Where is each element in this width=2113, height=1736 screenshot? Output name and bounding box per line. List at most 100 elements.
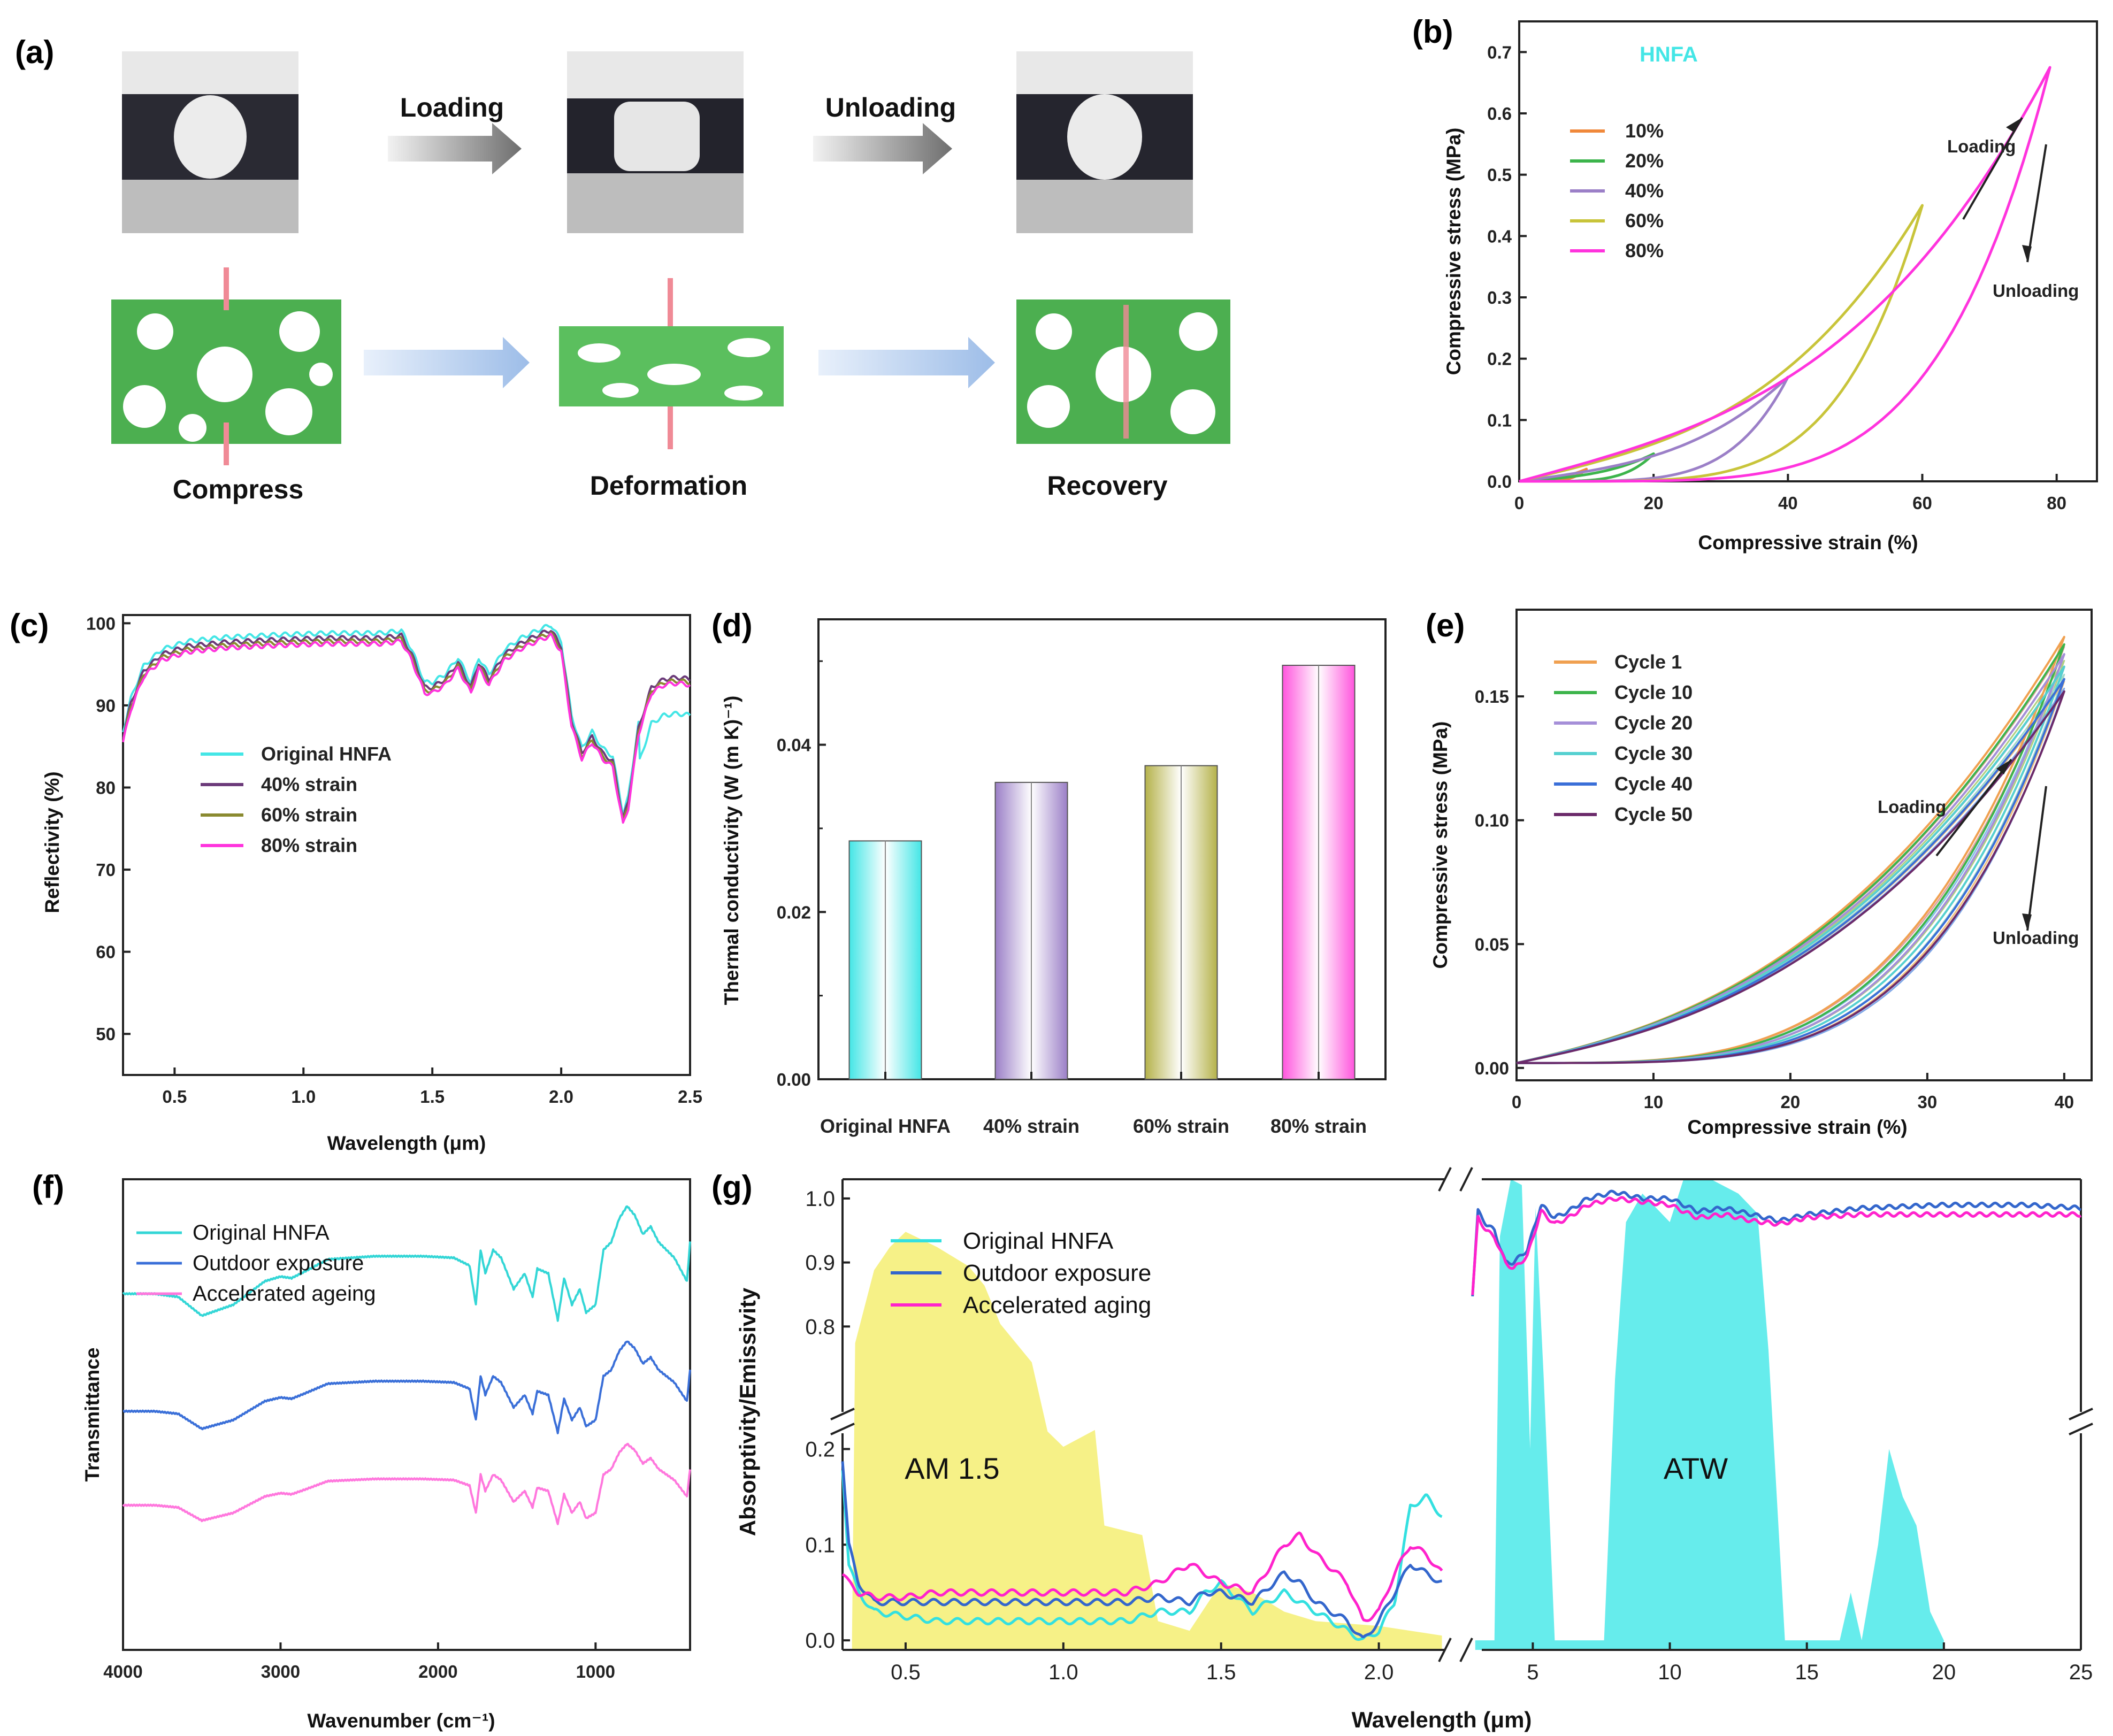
structure-deformation: [559, 278, 784, 449]
xtick-label-g: 0.5: [891, 1661, 921, 1684]
series-ir-aging: [1471, 1196, 2082, 1295]
panel-label-f: (f): [32, 1169, 64, 1205]
series-Accelerated-ageing: [122, 1442, 691, 1525]
xtick-label-f: 4000: [103, 1662, 142, 1681]
panel-label-a: (a): [15, 34, 54, 70]
xtick-label-c: 2.5: [678, 1087, 702, 1107]
xtick-label-b: 80: [2047, 493, 2066, 513]
caption-recovery: Recovery: [1047, 471, 1167, 501]
loading-arrow-b: [1962, 117, 2023, 220]
photo-recovery: [1016, 51, 1193, 233]
structure-recovery: [1016, 299, 1230, 444]
legend-label-b: 10%: [1625, 120, 1664, 142]
series-60pct: [1519, 204, 1924, 483]
axis-break-mark: [1459, 1638, 1473, 1662]
legend-label-e: Cycle 50: [1614, 803, 1693, 825]
axis-break-mark: [2069, 1423, 2093, 1435]
plot-frame-e: [1515, 609, 2093, 1081]
axis-ticks-d: 0.00 0.02 0.04: [777, 660, 826, 1089]
ytick-label-g: 1.0: [805, 1187, 835, 1211]
ytick-label-g: 0.8: [805, 1315, 835, 1339]
axis-break-mark: [1459, 1167, 1473, 1192]
ytick-label-b: 0.5: [1487, 165, 1512, 185]
ytick-label-c: 60: [96, 942, 116, 962]
series-60pct-strain: [122, 631, 691, 821]
legend-label-c: 80% strain: [261, 834, 357, 856]
xtick-label-g: 25: [2069, 1661, 2093, 1684]
loading-annotation-e: Loading: [1878, 797, 1946, 817]
am15-label: AM 1.5: [905, 1451, 999, 1485]
series-Original-HNFA: [122, 624, 691, 817]
ytick-label-e: 0.10: [1475, 811, 1509, 831]
xtick-label-b: 40: [1778, 493, 1798, 513]
ytick-label-g: 0.1: [805, 1533, 835, 1557]
legend-label-c: 40% strain: [261, 773, 357, 795]
legend-label-e: Cycle 20: [1614, 712, 1693, 734]
ytick-label-d: 0.04: [777, 735, 811, 755]
atw-spectrum: [1475, 1179, 1944, 1650]
legend-label-e: Cycle 40: [1614, 773, 1693, 795]
unloading-arrow-b: [2026, 144, 2047, 263]
spectrum-fills-g: [852, 1179, 1944, 1650]
series-ir-outdoor: [1471, 1189, 2082, 1297]
legend-g: Original HNFA Outdoor exposure Accelerated…: [891, 1228, 1151, 1318]
ytick-label-c: 100: [86, 613, 116, 633]
ytick-label-b: 0.2: [1487, 349, 1512, 369]
structure-compress: [111, 267, 341, 465]
ylabel-g: Absorptivity/Emissivity: [735, 1287, 760, 1536]
ytick-label-g: 0.9: [805, 1251, 835, 1275]
axis-ticks-g: 0.5 1.0 1.5 2.0 5 10 15 20 25 0.0 0.1 0.2 0.8 0.9 1.0: [805, 1187, 2093, 1684]
series-lines-f: [122, 1205, 691, 1525]
unloading-arrow-e: [2026, 786, 2047, 931]
series-vis-aging: [841, 1531, 1443, 1622]
ytick-label-c: 90: [96, 696, 116, 716]
legend-label-b: 40%: [1625, 180, 1664, 202]
ytick-label-c: 70: [96, 860, 116, 880]
legend-label-c: 60% strain: [261, 804, 357, 826]
xtick-label-g: 15: [1795, 1661, 1819, 1684]
plot-frame-f: [122, 1178, 691, 1651]
am15-spectrum: [852, 1232, 1442, 1650]
cycle-loop: [1516, 635, 2065, 1064]
unloading-arrow: [813, 123, 952, 174]
xlabel-c: Wavelength (μm): [327, 1132, 486, 1154]
ylabel-f: Transmittance: [81, 1348, 103, 1482]
xlabel-e: Compressive strain (%): [1687, 1116, 1907, 1138]
ytick-label-c: 50: [96, 1024, 116, 1044]
cycle-loop: [1516, 690, 2065, 1064]
caption-deformation: Deformation: [590, 471, 747, 501]
plot-frame-b: [1518, 20, 2098, 482]
xtick-label-e: 20: [1781, 1092, 1801, 1112]
xtick-label-g: 1.0: [1048, 1661, 1078, 1684]
atw-label: ATW: [1664, 1451, 1728, 1485]
ytick-label-e: 0.15: [1475, 687, 1509, 706]
photo-compress: [122, 51, 298, 233]
panel-label-g: (g): [711, 1169, 753, 1205]
xtick-label-f: 1000: [576, 1662, 615, 1681]
xlabel-b: Compressive strain (%): [1698, 532, 1918, 554]
legend-label-b: 80%: [1625, 240, 1664, 262]
series-80pct-strain: [122, 632, 691, 824]
series-vis-outdoor: [841, 1461, 1442, 1638]
xtick-label-e: 10: [1644, 1092, 1664, 1112]
ytick-label-b: 0.0: [1487, 472, 1512, 491]
axis-ticks-f: 4000 3000 2000 1000: [103, 1642, 615, 1681]
loading-arrow-e: [1935, 758, 2012, 857]
arrow-to-deformation: [364, 337, 530, 388]
cycle-loop: [1516, 653, 2065, 1064]
loading-label: Loading: [400, 93, 504, 122]
panel-label-d: (d): [711, 608, 753, 643]
legend-label-g: Original HNFA: [963, 1228, 1114, 1254]
axis-ticks-b: 0 20 40 60 80 0.0 0.1 0.2 0.3 0.4 0.5 0.6 0.7: [1487, 42, 2066, 513]
bars-d: Original HNFA 40% strain 60% strain 80% str…: [820, 665, 1367, 1137]
ytick-label-b: 0.6: [1487, 104, 1512, 124]
panel-label-e: (e): [1426, 608, 1465, 643]
ytick-label-c: 80: [96, 778, 116, 798]
legend-label-f: Outdoor exposure: [193, 1251, 364, 1275]
xtick-label-b: 0: [1514, 493, 1524, 513]
axis-ticks-c: 0.5 1.0 1.5 2.0 2.5 50 60 70 80 90 100: [86, 613, 702, 1107]
ytick-label-e: 0.00: [1475, 1058, 1509, 1078]
series-80pct: [1519, 66, 2051, 483]
series-lines-c: [122, 624, 691, 824]
ytick-label-b: 0.3: [1487, 288, 1512, 308]
